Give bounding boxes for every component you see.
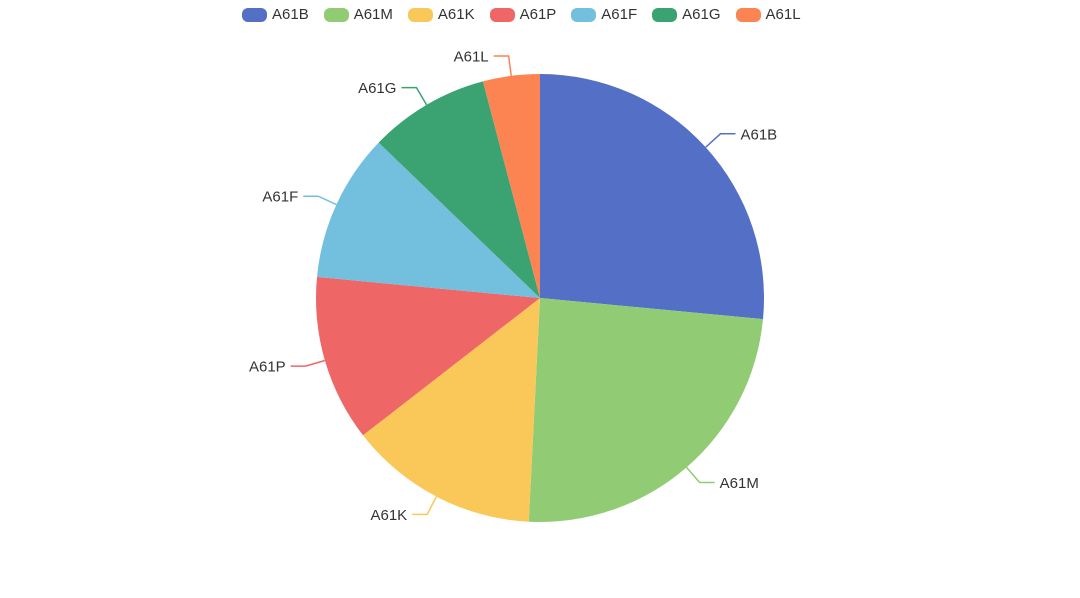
pie-label-line-A61K <box>412 496 438 516</box>
legend-swatch-A61G <box>652 7 678 22</box>
pie-label-A61M: A61M <box>720 475 759 492</box>
pie-label-A61G: A61G <box>358 80 396 97</box>
legend-label-A61L: A61L <box>765 6 801 23</box>
pie-slice-A61P[interactable] <box>315 276 540 436</box>
pie-slice-A61G[interactable] <box>378 81 540 298</box>
pie-slice-A61B[interactable] <box>540 74 765 320</box>
legend-item-A61P[interactable]: A61P <box>489 6 557 23</box>
pie-label-A61B: A61B <box>740 126 777 143</box>
pie-label-line-A61B <box>705 133 736 148</box>
pie-label-A61L: A61L <box>454 49 489 66</box>
legend: A61B A61M A61K A61P A61F A61G A61L <box>242 7 801 22</box>
pie-label-line-A61G <box>401 86 428 106</box>
legend-swatch-A61B <box>242 7 267 22</box>
pie-label-line-A61L <box>493 55 512 76</box>
legend-label-A61K: A61K <box>437 6 475 23</box>
pie-slice-A61K[interactable] <box>363 298 540 522</box>
pie-slice-A61F[interactable] <box>316 142 540 298</box>
legend-item-A61G[interactable]: A61G <box>652 6 721 23</box>
legend-swatch-A61F <box>571 7 597 22</box>
pie-label-A61K: A61K <box>370 507 407 524</box>
legend-item-A61B[interactable]: A61B <box>242 7 309 22</box>
legend-label-A61F: A61F <box>601 6 638 23</box>
legend-swatch-A61P <box>489 7 515 22</box>
legend-swatch-A61L <box>735 7 761 22</box>
legend-swatch-A61M <box>323 7 349 22</box>
legend-item-A61F[interactable]: A61F <box>571 7 637 22</box>
pie-label-line-A61P <box>290 359 326 367</box>
legend-item-A61L[interactable]: A61L <box>735 6 801 23</box>
legend-label-A61M: A61M <box>353 6 393 23</box>
legend-item-A61M[interactable]: A61M <box>323 6 393 23</box>
legend-label-A61P: A61P <box>519 6 557 23</box>
pie-label-A61P: A61P <box>249 359 286 376</box>
pie-slice-A61L[interactable] <box>482 74 540 298</box>
pie-label-A61F: A61F <box>262 189 298 206</box>
legend-label-A61B: A61B <box>272 6 309 23</box>
pie-label-line-A61F <box>303 195 337 206</box>
legend-label-A61G: A61G <box>682 6 721 23</box>
pie-label-line-A61M <box>685 466 715 484</box>
legend-item-A61K[interactable]: A61K <box>407 6 475 23</box>
pie-slice-A61M[interactable] <box>528 298 764 523</box>
legend-swatch-A61K <box>407 7 433 22</box>
